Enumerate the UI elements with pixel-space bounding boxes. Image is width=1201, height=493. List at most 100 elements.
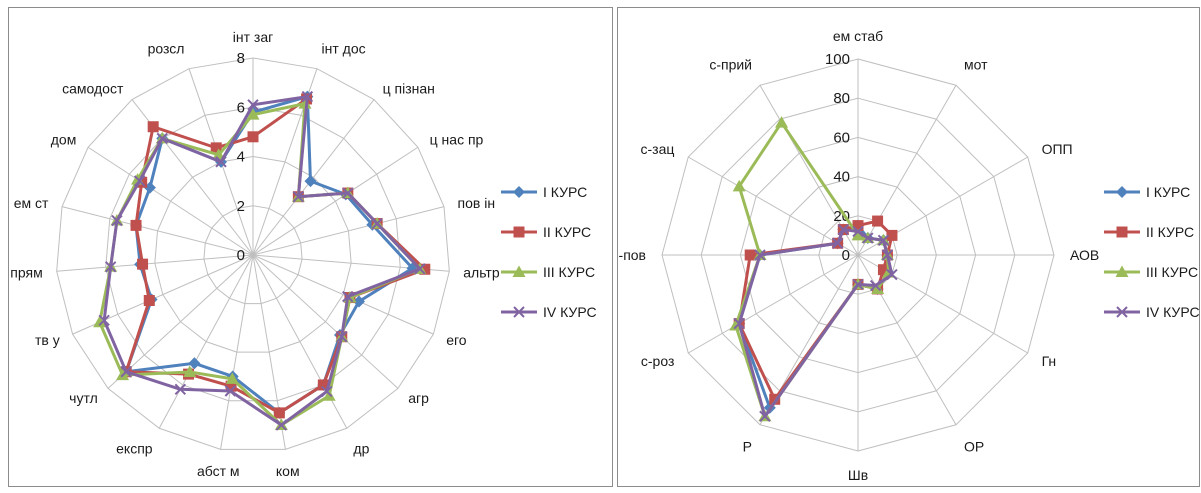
series-line (734, 121, 891, 418)
grid-spoke-5 (857, 254, 957, 425)
category-label: ц нас пр (430, 132, 484, 148)
legend-item-iv: ІV КУРС (543, 304, 597, 320)
grid-spoke-8 (688, 254, 859, 354)
legend-item-i: І КУРС (1146, 184, 1190, 200)
legend-swatch-marker (1116, 306, 1128, 318)
grid-spoke-2 (252, 99, 375, 256)
radar-chart-temperament: 0 20 40 60 80 100 ем стаб мот ОПП АОВ Гн ОР Шв Рс-роз… (618, 28, 1199, 483)
data-point (877, 264, 889, 276)
grid-spoke-7 (252, 254, 399, 389)
data-point (851, 228, 865, 241)
data-point (852, 225, 864, 238)
data-point (174, 383, 187, 395)
legend-item-iii: ІІІ КУРС (543, 264, 595, 280)
data-point (769, 393, 781, 405)
category-label: пов ін (458, 195, 496, 211)
legend-item-ii: ІІ КУРС (1146, 224, 1194, 240)
data-point (775, 116, 789, 128)
tick-label-2: 2 (237, 198, 245, 215)
data-point (120, 366, 132, 378)
category-label: ком (276, 463, 300, 479)
category-label: с-зац (641, 141, 675, 157)
data-point (869, 279, 882, 292)
legend-item-i: І КУРС (543, 184, 587, 200)
grid-spoke-11 (158, 254, 254, 429)
tick-labels: 0 2 4 6 8 (237, 50, 245, 264)
legend-swatch-marker (512, 265, 526, 277)
data-point (301, 90, 314, 103)
grid-spoke-4 (252, 206, 445, 256)
data-point (336, 331, 348, 343)
tick-label-0: 0 (237, 247, 245, 264)
data-point (247, 131, 259, 143)
tick-label-60: 60 (833, 129, 850, 146)
data-point (275, 419, 288, 431)
series-line (124, 95, 415, 415)
category-label: с-пов (618, 247, 646, 263)
grid-ring-2 (203, 205, 303, 305)
data-point (419, 263, 431, 275)
grid-spoke-10 (220, 254, 254, 450)
category-label: его (446, 332, 467, 348)
legend-swatch-marker (513, 186, 525, 198)
category-labels: ем стаб мот ОПП АОВ Гн ОР Шв Рс-роз с-пов с-зац с-… (618, 28, 1099, 483)
data-point (130, 219, 142, 231)
category-label: ем стаб (833, 28, 883, 44)
category-label: експр (116, 441, 153, 457)
legend-swatch-marker (1116, 186, 1128, 198)
category-label: альтр (463, 264, 500, 280)
category-label: ем ст (14, 195, 49, 211)
tick-label-100: 100 (825, 51, 850, 68)
category-label: самодост (62, 80, 124, 96)
series-iv (733, 223, 898, 422)
grid-spoke-10 (688, 156, 859, 256)
data-point (93, 315, 107, 328)
grid-spoke-12 (107, 254, 254, 389)
data-point (147, 121, 159, 133)
legend-item-ii: ІІ КУРС (543, 224, 591, 240)
data-point (886, 268, 898, 281)
data-point (225, 372, 239, 384)
data-point (224, 385, 237, 397)
data-point (321, 385, 333, 398)
series-group (93, 90, 431, 431)
grid-spoke-1 (857, 85, 957, 256)
data-point (156, 132, 168, 145)
category-label: інт дос (322, 40, 366, 56)
category-label: ОР (964, 439, 984, 455)
legend: І КУРС ІІ КУРС ІІІ КУРС ІV КУРС (1104, 184, 1199, 320)
legend-swatch-marker (513, 226, 525, 238)
data-point (877, 234, 890, 247)
data-point (247, 99, 259, 111)
tick-label-8: 8 (237, 50, 245, 67)
category-label: тв у (35, 332, 60, 348)
data-point (212, 148, 226, 160)
category-label: розсл (148, 40, 185, 56)
data-point (732, 179, 746, 192)
category-label: прям (10, 264, 42, 280)
legend-swatch-marker (1116, 226, 1128, 238)
category-label: с-прий (709, 56, 752, 72)
radar-chart-personality: 0 2 4 6 8 інт заг інт дос ц пізнан ц нас пр пов і… (10, 29, 597, 479)
data-point (733, 317, 745, 330)
legend-item-iv: ІV КУРС (1146, 304, 1199, 320)
legend: І КУРС ІІ КУРС ІІІ КУРС ІV КУРС (501, 184, 597, 320)
grid-spoke-6 (252, 254, 434, 335)
data-point (852, 278, 864, 291)
data-point (215, 156, 227, 168)
legend-swatch-marker (513, 306, 525, 318)
data-point (143, 295, 155, 307)
series-group (729, 116, 898, 422)
data-point (886, 229, 898, 241)
data-point (183, 365, 197, 377)
data-point (352, 295, 365, 308)
category-label: Шв (848, 467, 868, 483)
category-labels: інт заг інт дос ц пізнан ц нас пр пов ін альт… (10, 29, 500, 479)
data-point (246, 108, 260, 120)
data-point (881, 249, 894, 261)
category-label: інт заг (233, 29, 273, 45)
tick-label-4: 4 (237, 149, 245, 166)
category-label: с-роз (641, 353, 675, 369)
data-point (317, 379, 329, 391)
